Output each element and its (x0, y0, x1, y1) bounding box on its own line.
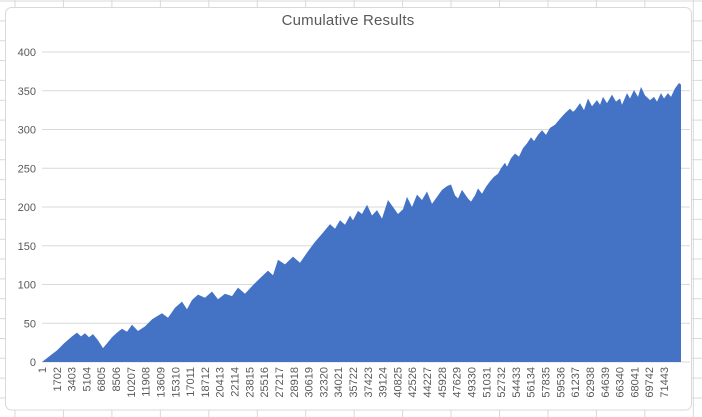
x-tick-label[interactable]: 1 (37, 367, 49, 373)
y-tick-label[interactable]: 300 (18, 125, 36, 137)
x-tick-label[interactable]: 44227 (422, 367, 434, 398)
x-tick-label[interactable]: 18712 (200, 367, 212, 398)
y-tick-label[interactable]: 0 (30, 357, 36, 369)
x-tick-label[interactable]: 25516 (259, 367, 271, 398)
chart-title[interactable]: Cumulative Results (281, 12, 415, 29)
x-tick-label[interactable]: 47629 (452, 367, 464, 398)
area-series[interactable] (42, 83, 681, 362)
y-tick-label[interactable]: 100 (18, 280, 36, 292)
x-tick-label[interactable]: 51031 (481, 367, 493, 398)
x-tick-label[interactable]: 57835 (541, 367, 553, 398)
y-tick-label[interactable]: 150 (18, 241, 36, 253)
y-tick-label[interactable]: 350 (18, 86, 36, 98)
x-tick-label[interactable]: 45928 (437, 367, 449, 398)
x-tick-label[interactable]: 11908 (141, 367, 153, 397)
x-tick-label[interactable]: 28918 (289, 367, 301, 398)
x-tick-label[interactable]: 66340 (615, 367, 627, 398)
x-tick-label[interactable]: 34021 (333, 367, 345, 398)
x-tick-label[interactable]: 52732 (496, 367, 508, 398)
x-tick-label[interactable]: 62938 (585, 367, 597, 398)
x-tick-label[interactable]: 3403 (67, 367, 79, 391)
x-tick-label[interactable]: 6805 (96, 367, 108, 391)
x-tick-label[interactable]: 27217 (274, 367, 286, 398)
x-tick-label[interactable]: 61237 (570, 367, 582, 398)
y-tick-label[interactable]: 250 (18, 163, 36, 175)
x-tick-label[interactable]: 15310 (170, 367, 182, 398)
x-tick-label[interactable]: 20413 (215, 367, 227, 398)
x-tick-label[interactable]: 22114 (230, 367, 242, 397)
x-tick-label[interactable]: 37423 (363, 367, 375, 398)
x-tick-label[interactable]: 10207 (126, 367, 138, 398)
x-tick-label[interactable]: 54433 (511, 367, 523, 398)
x-tick-label[interactable]: 69742 (644, 367, 656, 398)
x-tick-label[interactable]: 68041 (629, 367, 641, 398)
x-tick-label[interactable]: 32320 (318, 367, 330, 398)
x-tick-label[interactable]: 1702 (52, 367, 64, 391)
x-tick-label[interactable]: 8506 (111, 367, 123, 391)
x-tick-label[interactable]: 59536 (555, 367, 567, 398)
x-tick-label[interactable]: 13609 (155, 367, 167, 398)
x-tick-label[interactable]: 23815 (244, 367, 256, 398)
y-tick-label[interactable]: 50 (24, 318, 36, 330)
x-tick-label[interactable]: 64639 (600, 367, 612, 398)
x-tick-label[interactable]: 17011 (185, 367, 197, 397)
x-tick-label[interactable]: 49330 (466, 367, 478, 398)
x-tick-label[interactable]: 35722 (348, 367, 360, 398)
y-tick-label[interactable]: 200 (18, 202, 36, 214)
x-tick-label[interactable]: 71443 (659, 367, 671, 398)
x-tick-label[interactable]: 39124 (378, 367, 390, 398)
x-tick-label[interactable]: 42526 (407, 367, 419, 398)
x-tick-label[interactable]: 30619 (304, 367, 316, 398)
x-tick-label[interactable]: 56134 (526, 367, 538, 398)
y-tick-label[interactable]: 400 (18, 47, 36, 59)
x-tick-label[interactable]: 5104 (81, 367, 93, 391)
x-tick-label[interactable]: 40825 (392, 367, 404, 398)
